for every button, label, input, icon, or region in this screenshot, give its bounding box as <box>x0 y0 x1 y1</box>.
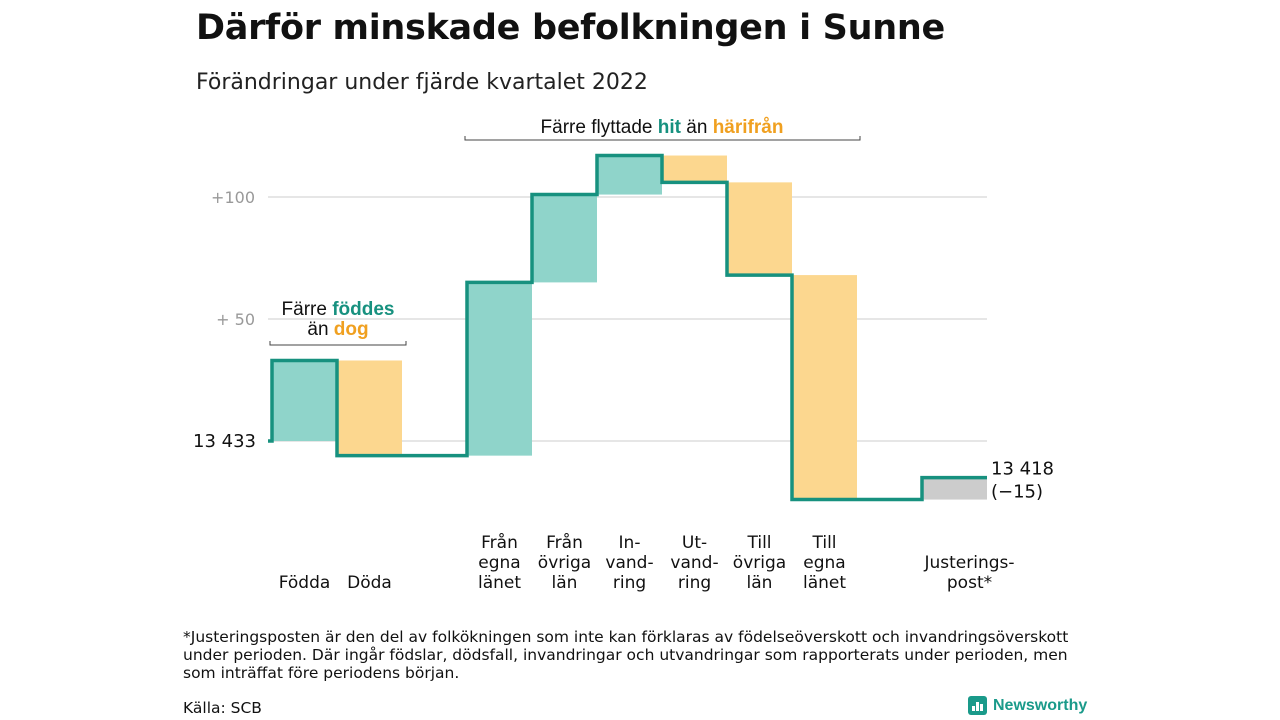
annotation-highlight-in: föddes <box>332 299 394 320</box>
waterfall-bar-fodda <box>272 360 337 441</box>
category-label-line: ring <box>678 573 711 593</box>
waterfall-bar-utvandring <box>662 155 727 183</box>
annotation-migration-bracket <box>464 136 861 141</box>
category-label-line: In- <box>619 533 641 553</box>
category-label-line: övriga <box>733 553 786 573</box>
waterfall-bar-fran-ovriga-lan <box>532 194 597 283</box>
category-label-line: vand- <box>670 553 718 573</box>
waterfall-bar-till-egna-lanet <box>792 275 857 500</box>
category-label-line: Från <box>481 532 518 553</box>
category-label-line: ring <box>613 573 646 593</box>
annotation-births-line2: än dog <box>307 319 368 340</box>
annotation-highlight-out: härifrån <box>713 117 784 138</box>
newsworthy-logo-icon <box>968 696 987 715</box>
source-note: Källa: SCB <box>183 699 262 717</box>
annotation-text: Färre flyttade <box>541 117 658 138</box>
category-label-invandring: In-vand-ring <box>605 533 653 593</box>
brand-logo: Newsworthy <box>968 696 1087 715</box>
footnote: *Justeringsposten är den del av folkökni… <box>183 628 1069 682</box>
category-label-line: Ut- <box>682 533 707 553</box>
category-label-line: Födda <box>279 573 331 593</box>
annotation-migration: Färre flyttade hit än härifrån <box>541 117 784 138</box>
category-label-line: post* <box>947 573 992 593</box>
annotation-highlight-out: dog <box>334 319 369 340</box>
category-label-line: län <box>747 573 773 593</box>
annotation-text: än <box>307 319 333 340</box>
chart-subtitle: Förändringar under fjärde kvartalet 2022 <box>196 70 648 95</box>
y-tick-label: +100 <box>211 188 255 207</box>
category-label-justeringspost: Justerings-post* <box>923 553 1014 593</box>
brand-name: Newsworthy <box>993 696 1088 714</box>
annotation-text: än <box>681 117 713 138</box>
category-label-till-ovriga-lan: Till övriga län <box>733 533 786 593</box>
category-label-fran-egna-lanet: Från egna länet <box>478 532 521 593</box>
category-label-line: egna <box>803 553 845 573</box>
category-label-doda: Döda <box>347 573 392 593</box>
end-change-label: (−15) <box>991 482 1043 503</box>
category-label-line: länet <box>803 573 846 593</box>
end-value-label: 13 418 <box>991 459 1054 480</box>
waterfall-bar-justeringspost <box>922 477 987 500</box>
category-label-line: län <box>552 573 578 593</box>
category-label-line: Justerings- <box>923 553 1014 573</box>
category-label-fran-ovriga-lan: Från övriga län <box>538 532 591 593</box>
chart-title: Därför minskade befolkningen i Sunne <box>196 8 945 48</box>
waterfall-bar-fran-egna-lanet <box>467 282 532 456</box>
category-label-line: Till <box>811 533 836 553</box>
category-label-line: länet <box>478 573 521 593</box>
annotation-highlight-in: hit <box>658 117 682 138</box>
category-label-till-egna-lanet: Till egna länet <box>803 533 846 593</box>
category-label-line: Till <box>746 533 771 553</box>
waterfall-bar-till-ovriga-lan <box>727 182 792 276</box>
category-label-line: egna <box>478 553 520 573</box>
start-value-label: 13 433 <box>193 431 256 452</box>
waterfall-step-line <box>268 153 987 502</box>
waterfall-bar-doda <box>337 360 402 456</box>
annotation-births-line1: Färre föddes <box>282 299 395 320</box>
waterfall-bar-invandring <box>597 155 662 195</box>
category-label-line: Döda <box>347 573 392 593</box>
category-label-line: övriga <box>538 553 591 573</box>
category-label-fodda: Födda <box>279 573 331 593</box>
annotation-births-bracket <box>269 341 407 346</box>
category-label-utvandring: Ut-vand-ring <box>670 533 718 593</box>
category-label-line: Från <box>546 532 583 553</box>
annotation-text: Färre <box>282 299 333 320</box>
y-tick-label: + 50 <box>216 310 255 329</box>
category-label-line: vand- <box>605 553 653 573</box>
